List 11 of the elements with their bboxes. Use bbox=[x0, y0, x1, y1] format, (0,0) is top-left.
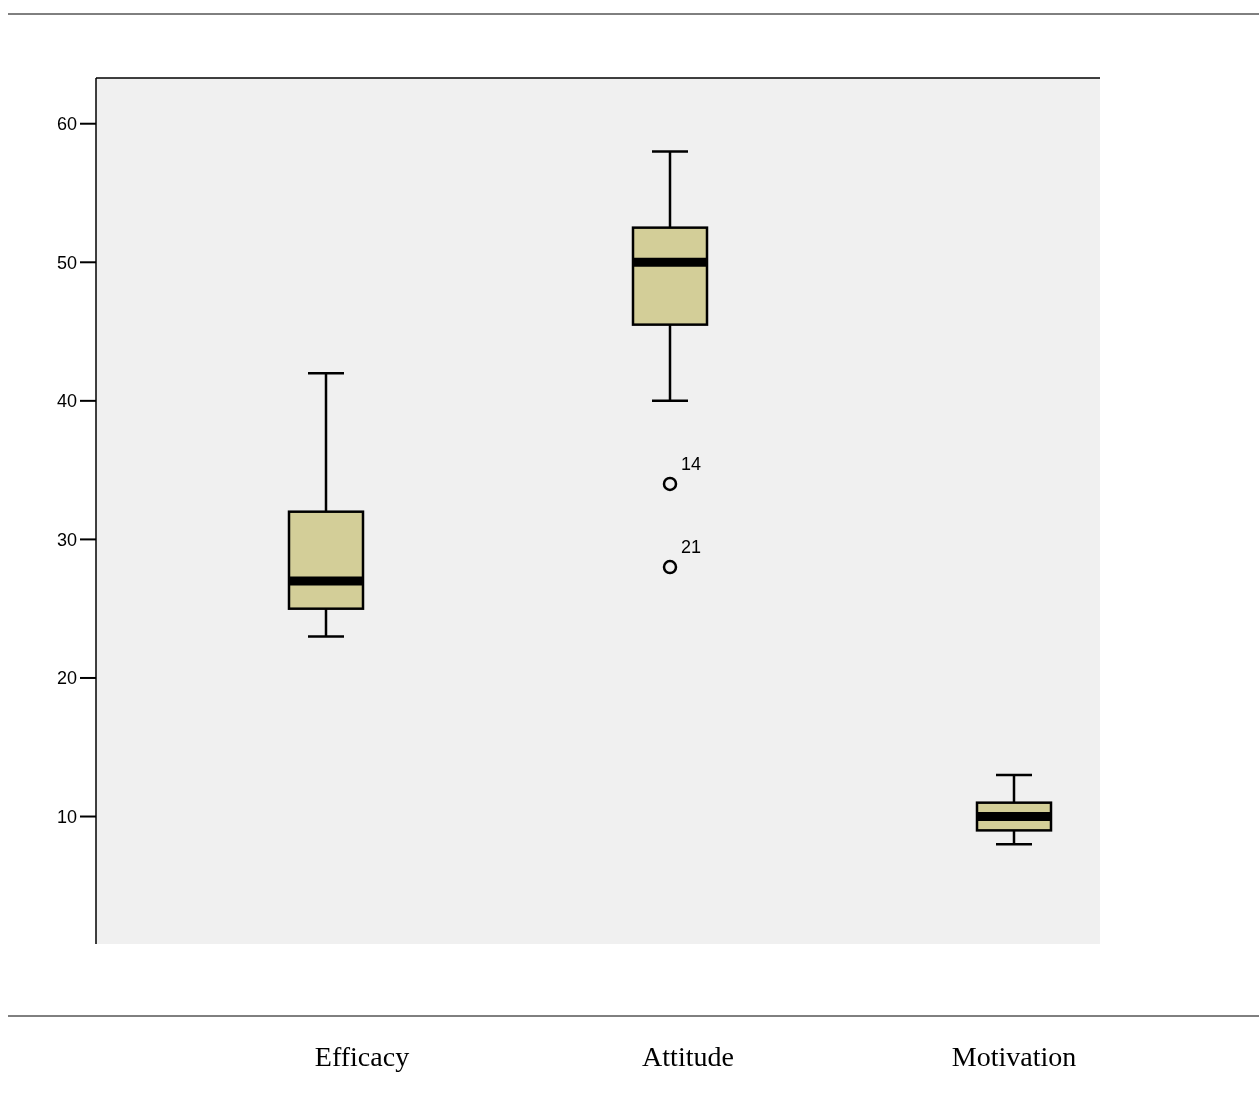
x-tick-label: Attitude bbox=[642, 1041, 734, 1072]
y-tick-label: 10 bbox=[56, 806, 77, 827]
y-tick-label: 20 bbox=[56, 668, 77, 689]
annotation: 14 bbox=[681, 453, 702, 474]
annotation: 21 bbox=[681, 537, 702, 558]
y-tick-label: 50 bbox=[56, 252, 77, 273]
x-tick-label: Efficacy bbox=[314, 1041, 410, 1072]
y-tick-label: 60 bbox=[56, 114, 77, 135]
x-tick-label: Motivation bbox=[951, 1041, 1077, 1072]
y-tick-label: 30 bbox=[56, 529, 77, 550]
y-tick-label: 40 bbox=[56, 391, 77, 412]
